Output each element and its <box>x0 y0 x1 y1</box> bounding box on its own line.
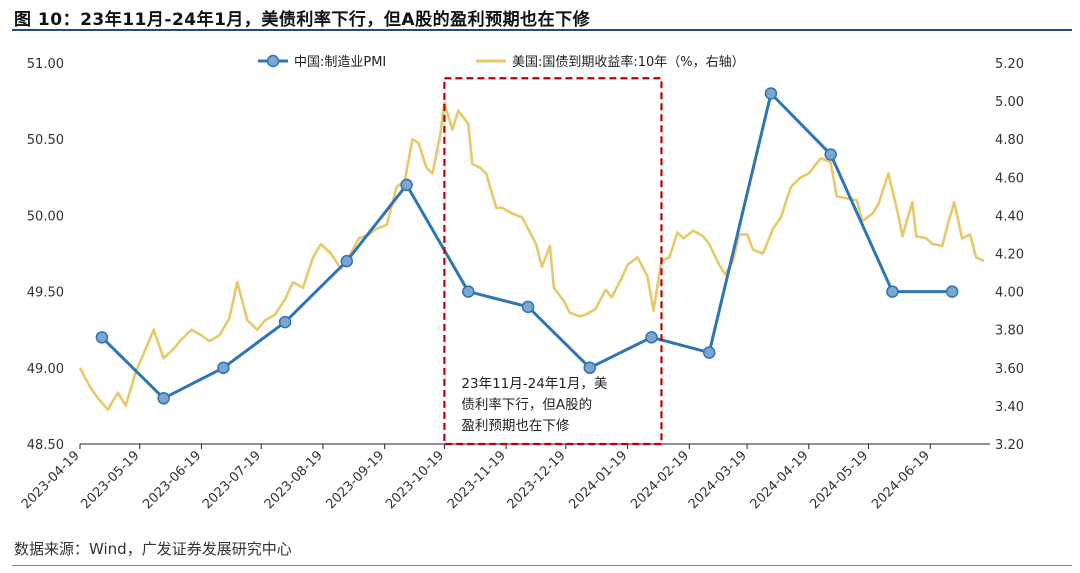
x-tick-label: 2024-05-19 <box>807 448 871 512</box>
series-line-us-10y-yield <box>78 101 985 412</box>
y-right-tick-label: 4.40 <box>995 209 1024 224</box>
x-tick-label: 2023-05-19 <box>79 448 143 512</box>
footer-divider <box>12 565 1072 566</box>
y-right-tick-label: 3.60 <box>995 362 1024 377</box>
y-right-tick-label: 4.80 <box>995 133 1024 148</box>
x-tick-label: 2024-01-19 <box>566 448 630 512</box>
pmi-data-point <box>217 361 230 375</box>
chart-title: 图 10：23年11月-24年1月，美债利率下行，但A股的盈利预期也在下修 <box>14 10 591 30</box>
annotation-text-line: 23年11月-24年1月，美 <box>461 376 607 392</box>
pmi-data-point <box>645 331 658 344</box>
x-tick-label: 2024-02-19 <box>628 448 692 512</box>
y-left-tick-label: 49.50 <box>27 286 64 301</box>
x-tick-label: 2024-04-19 <box>748 448 812 512</box>
y-right-tick-label: 3.20 <box>995 438 1024 453</box>
y-left-tick-label: 48.50 <box>27 438 64 453</box>
y-left-tick-label: 50.00 <box>27 209 64 224</box>
annotation-text-line: 债利率下行，但A股的 <box>461 396 592 413</box>
pmi-data-point <box>157 392 170 405</box>
x-tick-label: 2023-06-19 <box>140 448 204 512</box>
y-left-tick-label: 51.00 <box>27 57 64 72</box>
x-tick-label: 2024-03-19 <box>686 448 750 512</box>
pmi-data-point <box>945 285 959 298</box>
y-right-tick-label: 4.00 <box>995 286 1024 301</box>
y-right-tick-label: 5.20 <box>995 57 1024 72</box>
data-source: 数据来源：Wind，广发证券发展研究中心 <box>14 540 292 558</box>
x-tick-label: 2023-04-19 <box>19 448 83 512</box>
x-tick-label: 2023-07-19 <box>200 448 264 512</box>
pmi-data-point <box>583 361 597 375</box>
highlight-box <box>443 77 663 446</box>
y-right-tick-label: 3.80 <box>995 324 1024 339</box>
x-tick-label: 2023-11-19 <box>445 448 509 512</box>
pmi-data-point <box>824 148 837 161</box>
pmi-data-point <box>521 300 535 314</box>
y-left-tick-label: 49.00 <box>27 362 64 377</box>
legend-label-china-pmi: 中国:制造业PMI <box>294 55 386 70</box>
x-tick-label: 2023-09-19 <box>323 448 387 512</box>
x-tick-label: 2023-10-19 <box>383 448 447 512</box>
pmi-data-point <box>278 315 292 329</box>
pmi-data-point <box>95 331 109 344</box>
x-tick-label: 2023-08-19 <box>262 448 326 512</box>
y-right-tick-label: 4.60 <box>995 171 1024 186</box>
title-divider <box>12 29 1072 31</box>
x-tick-label: 2023-12-19 <box>505 448 569 512</box>
x-tick-label: 2024-06-19 <box>869 448 933 512</box>
legend-label-us-10y-yield: 美国:国债到期收益率:10年（%，右轴） <box>512 54 745 70</box>
annotation-text-line: 盈利预期也在下修 <box>461 418 569 434</box>
pmi-data-point <box>340 254 354 268</box>
y-right-tick-label: 4.20 <box>995 248 1024 263</box>
pmi-data-point <box>764 87 778 100</box>
series-line-china-pmi <box>100 92 953 400</box>
y-right-tick-label: 5.00 <box>995 95 1024 110</box>
y-right-tick-label: 3.40 <box>995 400 1024 415</box>
pmi-data-point <box>462 285 475 298</box>
pmi-data-point <box>702 346 716 359</box>
pmi-data-point <box>886 285 899 298</box>
legend-marker-china-pmi <box>266 54 280 68</box>
pmi-data-point <box>400 178 413 192</box>
y-left-tick-label: 50.50 <box>27 133 64 148</box>
